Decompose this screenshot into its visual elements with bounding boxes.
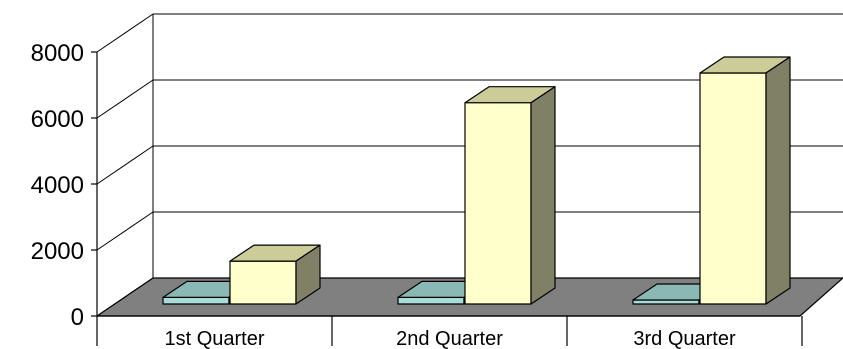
gridline-side — [96, 145, 154, 185]
y-tick-label: 8000 — [31, 40, 84, 67]
y-axis-ticks: 0 2000 4000 6000 8000 — [31, 40, 84, 331]
x-tick-label: 3rd Quarter — [633, 328, 736, 349]
bar-series2-3 — [699, 56, 791, 305]
gridline-side — [96, 13, 154, 53]
y-tick-label: 0 — [71, 304, 84, 331]
y-tick-label: 6000 — [31, 106, 84, 133]
gridline-side — [96, 79, 154, 119]
x-tick-label: 1st Quarter — [164, 328, 264, 349]
bar-front — [162, 296, 230, 305]
bar-side — [295, 244, 321, 305]
y-tick-label: 4000 — [31, 172, 84, 199]
bar-side — [530, 86, 556, 305]
chart-bars — [162, 56, 791, 305]
bar-front — [699, 72, 767, 305]
bar-series2-2 — [464, 86, 556, 305]
bar-side — [765, 56, 791, 305]
gridline-side — [96, 211, 154, 251]
y-tick-label: 2000 — [31, 238, 84, 265]
x-tick-label: 2nd Quarter — [396, 328, 503, 349]
x-axis-ticks: 1st Quarter 2nd Quarter 3rd Quarter — [164, 328, 735, 349]
bar-front — [229, 260, 297, 305]
bar-series2-1 — [229, 244, 321, 305]
chart-axes — [91, 51, 803, 346]
bar-front — [464, 102, 532, 305]
bar-front — [397, 296, 465, 305]
